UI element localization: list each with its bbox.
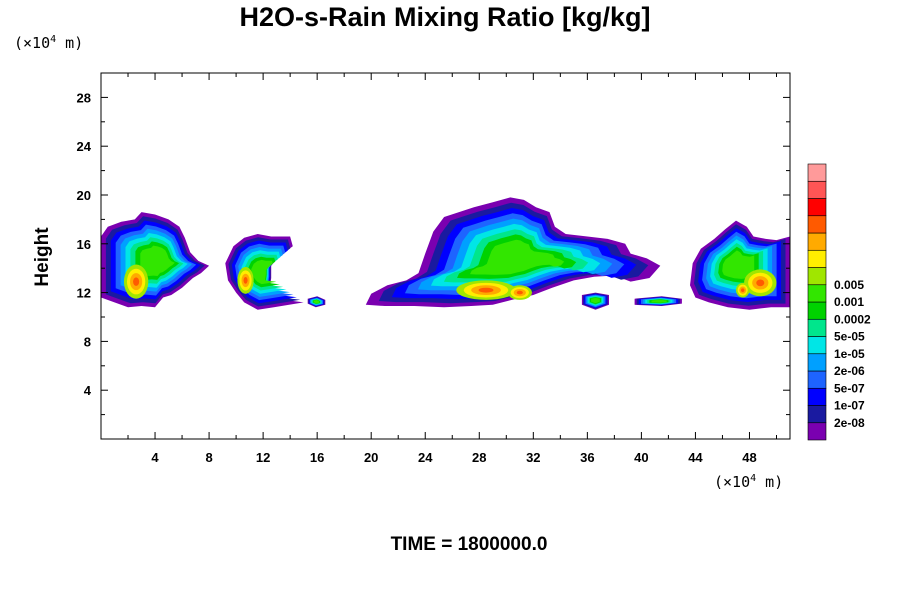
x-tick-label: 36 — [580, 450, 594, 465]
colorbar-swatch — [807, 215, 827, 234]
colorbar-swatch — [807, 336, 827, 355]
cloud-fragment-1 — [307, 296, 326, 308]
cloud-layer — [251, 259, 277, 285]
colorbar-label: 2e-06 — [834, 364, 865, 378]
plot-frame — [100, 72, 791, 440]
x-tick-label: 44 — [688, 450, 703, 465]
colorbar-label: 5e-05 — [834, 330, 865, 344]
y-tick-label: 8 — [84, 334, 91, 349]
time-label: TIME = 1800000.0 — [391, 534, 548, 555]
colorbar-swatch — [807, 301, 827, 320]
colorbar-swatch — [807, 370, 827, 389]
cloud-fragment-2 — [581, 292, 609, 310]
x-tick-label: 4 — [151, 450, 159, 465]
x-tick-label: 48 — [742, 450, 756, 465]
cloud-core — [133, 277, 140, 286]
y-axis-units: (×104 m) — [14, 34, 83, 52]
colorbar-swatch — [807, 232, 827, 251]
colorbar-swatch — [807, 387, 827, 406]
colorbar-swatch — [807, 180, 827, 199]
x-axis: 4 8 12 16 20 24 28 32 36 40 44 48 — [127, 73, 777, 465]
colorbar-label: 2e-08 — [834, 416, 865, 430]
x-tick-label: 24 — [418, 450, 433, 465]
cloud-west-2 — [225, 234, 304, 310]
colorbar-label: 1e-07 — [834, 399, 865, 413]
colorbar-swatch — [807, 422, 827, 441]
y-axis-label: Height — [32, 227, 53, 287]
cloud-layer — [722, 250, 755, 279]
colorbar-swatch — [807, 249, 827, 268]
cloud-center — [365, 197, 661, 308]
cloud-layer — [140, 245, 175, 276]
cloud-core — [756, 279, 765, 287]
x-tick-label: 12 — [256, 450, 270, 465]
x-tick-label: 8 — [205, 450, 212, 465]
y-tick-label: 20 — [77, 188, 91, 203]
cloud-fragment-3 — [634, 296, 682, 306]
x-tick-label: 32 — [526, 450, 540, 465]
cloud-core — [478, 287, 494, 293]
cloud-east — [690, 220, 790, 310]
colorbar-swatch — [807, 284, 827, 303]
x-tick-label: 28 — [472, 450, 486, 465]
colorbar-swatch — [807, 405, 827, 424]
chart-title: H2O-s-Rain Mixing Ratio [kg/kg] — [239, 2, 650, 32]
cloud-layer — [313, 300, 320, 304]
y-tick-label: 24 — [77, 139, 92, 154]
colorbar-label: 1e-05 — [834, 347, 865, 361]
y-tick-label: 4 — [84, 383, 92, 398]
colorbar-swatch — [807, 198, 827, 217]
colorbar-swatch — [807, 267, 827, 286]
colorbar-label: 5e-07 — [834, 381, 865, 395]
colorbar-swatch — [807, 353, 827, 372]
x-tick-label: 20 — [364, 450, 378, 465]
colorbar-label: 0.001 — [834, 295, 864, 309]
colorbar-swatch — [807, 318, 827, 337]
y-tick-label: 12 — [77, 286, 91, 301]
cloud-west — [101, 212, 210, 308]
colorbar-label: 0.0002 — [834, 312, 871, 326]
colorbar-label: 0.005 — [834, 278, 864, 292]
colorbar-swatch — [807, 163, 827, 182]
y-axis: 4 8 12 16 20 24 28 — [77, 90, 790, 416]
x-tick-label: 16 — [310, 450, 324, 465]
cloud-layer — [651, 299, 667, 303]
cloud-core — [741, 288, 745, 292]
y-tick-label: 16 — [77, 237, 91, 252]
cloud-layer — [470, 239, 565, 275]
x-axis-units: (×104 m) — [714, 473, 783, 491]
cloud-field — [101, 197, 790, 310]
y-tick-label: 28 — [77, 90, 91, 105]
cloud-core — [516, 290, 523, 295]
colorbar: 2e-08 1e-07 5e-07 2e-06 1e-05 5e-05 0.0002 0.00… — [807, 163, 871, 441]
cloud-layer — [591, 297, 600, 304]
cloud-core — [243, 277, 248, 284]
x-tick-label: 40 — [634, 450, 648, 465]
